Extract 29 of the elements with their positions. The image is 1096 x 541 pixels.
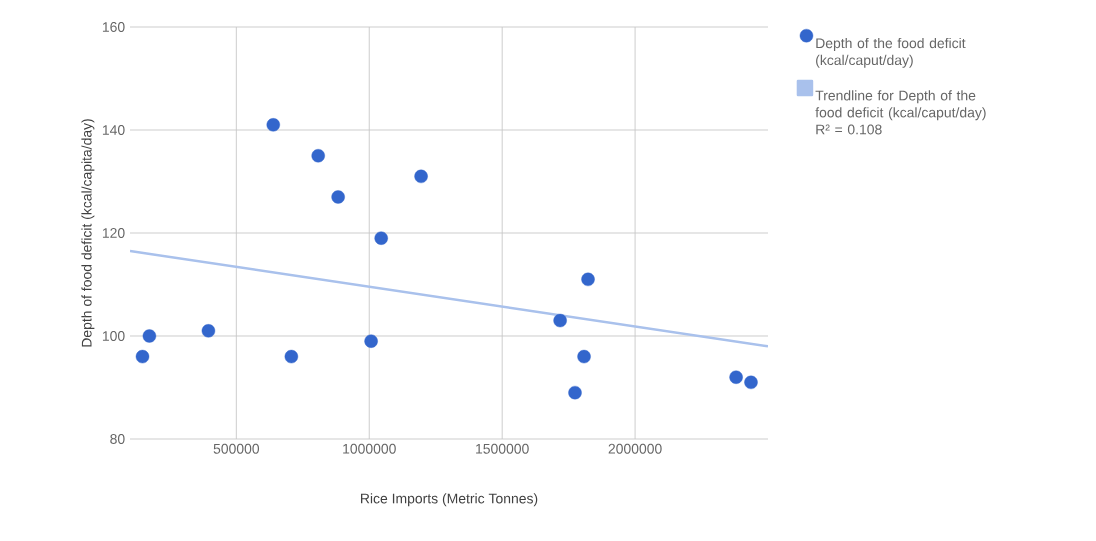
point (581, 272, 595, 287)
x-axis-title: Rice Imports (Metric Tonnes) (361, 493, 538, 507)
point (374, 231, 388, 245)
point (266, 118, 280, 132)
point (284, 349, 299, 364)
point (568, 385, 582, 400)
point (553, 313, 567, 328)
y-tick-label: 160 (102, 22, 125, 32)
y-tick-label: 100 (102, 331, 125, 341)
x-tick-label: 500000 (213, 443, 260, 454)
y-tick-label: 120 (102, 228, 125, 238)
x-tick-label: 2000000 (608, 443, 662, 454)
point (577, 349, 591, 364)
y-tick-label: 140 (102, 125, 125, 135)
x-tick-label: 1000000 (343, 443, 396, 454)
point (729, 370, 743, 384)
point (331, 190, 345, 204)
point (201, 324, 216, 338)
point (744, 375, 758, 390)
x-tick-label: 1500000 (476, 443, 529, 454)
point (142, 329, 157, 343)
point (135, 349, 150, 364)
legend-label: Trendline for Depth of the food deficit (kcal/caput/day) R² = 0.108 (815, 90, 986, 135)
point (414, 169, 428, 184)
legend-label: Depth of the food deficit (kcal/caput/day) (816, 37, 966, 68)
point (364, 334, 378, 348)
y-axis-title: Depth of food deficit (kcal/capita/day) (81, 119, 95, 347)
point (311, 149, 325, 163)
y-tick-label: 80 (110, 434, 125, 444)
